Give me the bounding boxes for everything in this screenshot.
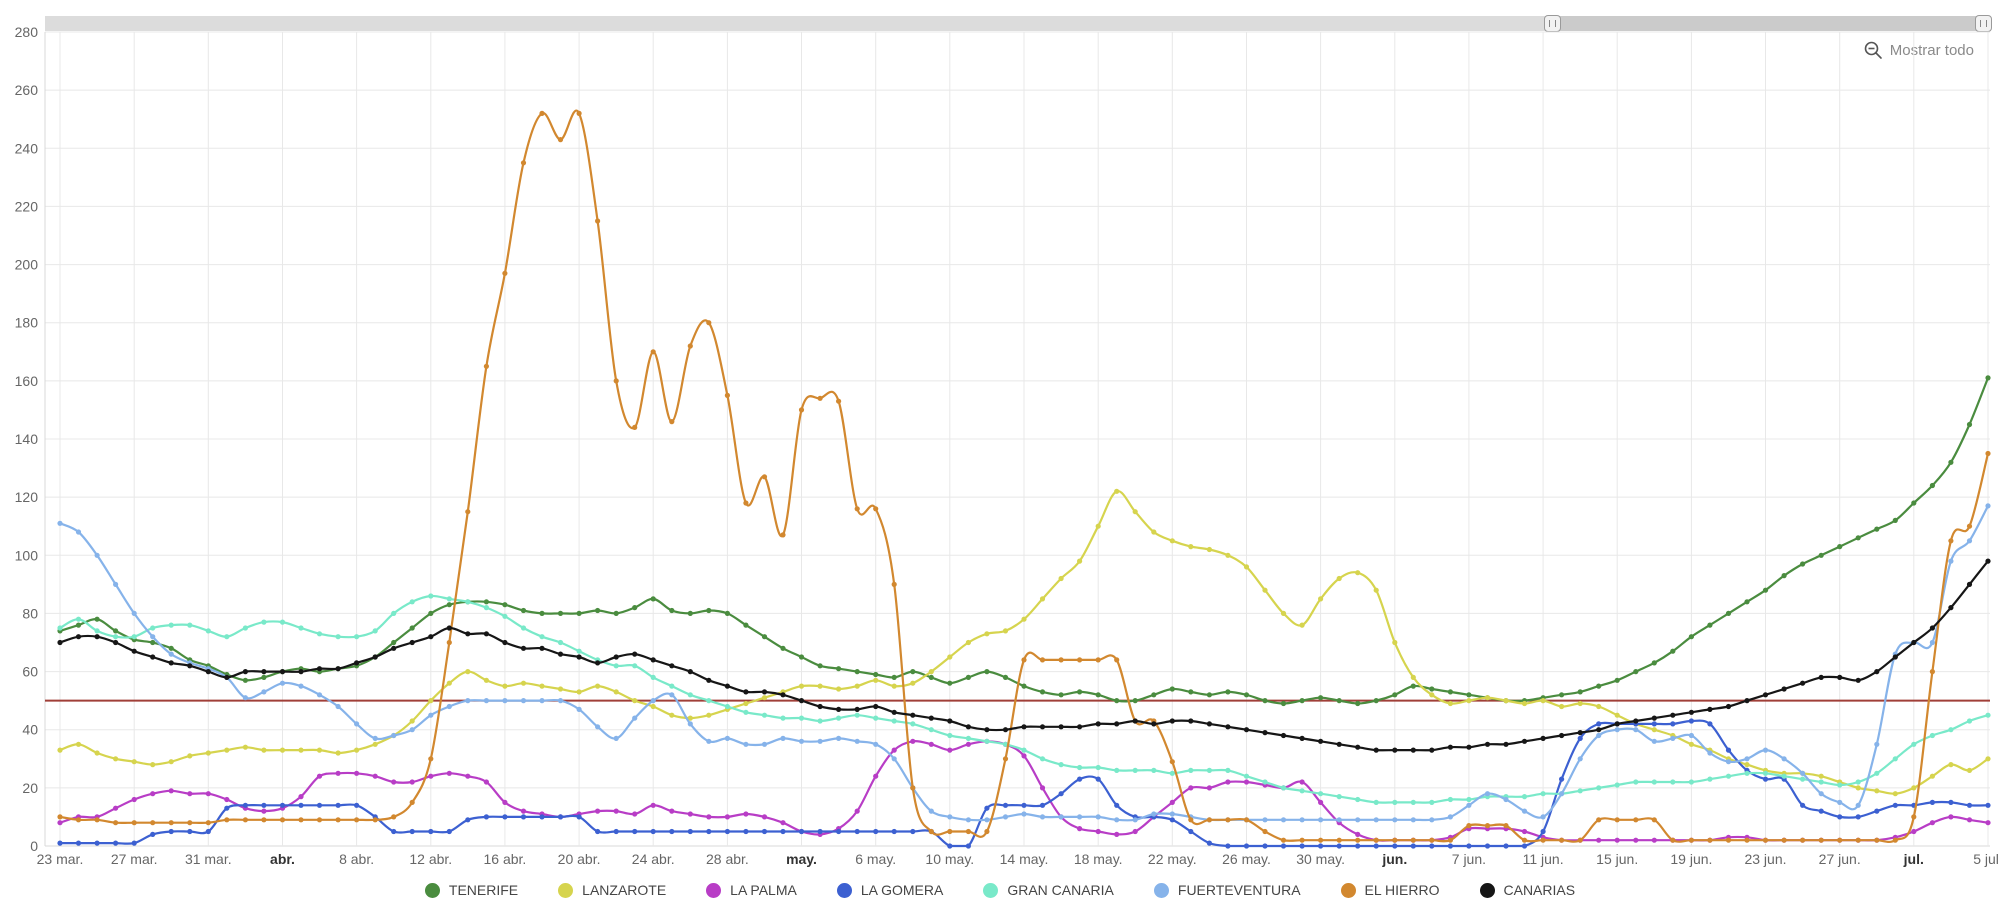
svg-text:20 abr.: 20 abr.	[558, 851, 601, 867]
svg-text:31 mar.: 31 mar.	[185, 851, 232, 867]
legend-dot	[836, 882, 852, 898]
line-chart-plot[interactable]: 0 20 40 60 80 100 120 140 160 180 200 220 240 260 280 2…	[0, 0, 2000, 878]
svg-text:120: 120	[15, 489, 39, 505]
svg-text:10 may.: 10 may.	[925, 851, 974, 867]
x-axis-labels: 23 mar. 27 mar. 31 mar. abr. 8 abr. 12 abr. 16…	[37, 851, 2000, 867]
legend-label: LA PALMA	[730, 882, 797, 898]
svg-text:24 abr.: 24 abr.	[632, 851, 675, 867]
svg-text:26 may.: 26 may.	[1222, 851, 1271, 867]
svg-text:12 abr.: 12 abr.	[409, 851, 452, 867]
legend-label: FUERTEVENTURA	[1177, 882, 1301, 898]
svg-text:180: 180	[15, 315, 39, 331]
svg-text:22 may.: 22 may.	[1148, 851, 1197, 867]
legend-item-fuerteventura[interactable]: FUERTEVENTURA	[1153, 882, 1301, 898]
legend-dot	[1479, 882, 1495, 898]
svg-text:23 jun.: 23 jun.	[1744, 851, 1786, 867]
svg-text:16 abr.: 16 abr.	[483, 851, 526, 867]
svg-text:7 jun.: 7 jun.	[1452, 851, 1486, 867]
svg-text:27 mar.: 27 mar.	[111, 851, 158, 867]
legend-label: GRAN CANARIA	[1007, 882, 1114, 898]
show-all-label: Mostrar todo	[1889, 41, 1974, 59]
svg-text:6 may.: 6 may.	[855, 851, 896, 867]
svg-text:220: 220	[15, 198, 39, 214]
svg-text:11 jun.: 11 jun.	[1523, 851, 1564, 867]
grid	[44, 31, 1990, 847]
scrollbar-thumb[interactable]	[1544, 15, 1992, 32]
svg-text:60: 60	[22, 664, 38, 680]
svg-text:18 may.: 18 may.	[1074, 851, 1123, 867]
legend-item-tenerife[interactable]: TENERIFE	[424, 882, 519, 898]
svg-text:19 jun.: 19 jun.	[1670, 851, 1712, 867]
svg-text:28 abr.: 28 abr.	[706, 851, 749, 867]
svg-text:15 jun.: 15 jun.	[1596, 851, 1638, 867]
legend-label: EL HIERRO	[1364, 882, 1440, 898]
legend-item-la-palma[interactable]: LA PALMA	[706, 882, 797, 898]
legend-label: CANARIAS	[1503, 882, 1576, 898]
legend-item-canarias[interactable]: CANARIAS	[1479, 882, 1576, 898]
svg-text:0: 0	[30, 838, 38, 854]
legend-dot	[424, 882, 440, 898]
legend-dot	[1153, 882, 1169, 898]
show-all-button[interactable]: Mostrar todo	[1859, 38, 1978, 62]
svg-text:240: 240	[15, 140, 39, 156]
legend-dot	[983, 882, 999, 898]
legend-dot	[558, 882, 574, 898]
svg-text:5 jul.: 5 jul.	[1973, 851, 2000, 867]
legend-item-gran-canaria[interactable]: GRAN CANARIA	[983, 882, 1114, 898]
series-el-hierro[interactable]	[57, 109, 1991, 844]
svg-text:20: 20	[22, 780, 38, 796]
series-fuerteventura[interactable]	[57, 503, 1991, 823]
legend-item-la-gomera[interactable]: LA GOMERA	[836, 882, 944, 898]
svg-text:280: 280	[15, 24, 39, 40]
svg-text:abr.: abr.	[270, 851, 295, 867]
legend-dot	[706, 882, 722, 898]
series-tenerife[interactable]	[57, 375, 1991, 707]
legend-label: LANZAROTE	[582, 882, 667, 898]
svg-text:jun.: jun.	[1381, 851, 1407, 867]
svg-text:30 may.: 30 may.	[1296, 851, 1345, 867]
svg-text:200: 200	[15, 257, 39, 273]
legend-item-el-hierro[interactable]: EL HIERRO	[1340, 882, 1440, 898]
svg-text:80: 80	[22, 605, 38, 621]
svg-text:may.: may.	[786, 851, 817, 867]
legend-label: LA GOMERA	[860, 882, 944, 898]
svg-text:100: 100	[15, 547, 39, 563]
svg-text:14 may.: 14 may.	[1000, 851, 1049, 867]
svg-text:140: 140	[15, 431, 39, 447]
series-la-gomera[interactable]	[57, 718, 1991, 849]
legend-label: TENERIFE	[448, 882, 519, 898]
svg-text:260: 260	[15, 82, 39, 98]
series-canarias[interactable]	[57, 558, 1991, 753]
svg-text:jul.: jul.	[1903, 851, 1924, 867]
series-gran-canaria[interactable]	[57, 593, 1991, 806]
svg-text:40: 40	[22, 722, 38, 738]
legend-item-lanzarote[interactable]: LANZAROTE	[558, 882, 666, 898]
legend-dot	[1340, 882, 1356, 898]
chart-legend: TENERIFE LANZAROTE LA PALMA LA GOMERA GRAN C…	[0, 882, 2000, 898]
svg-text:27 jun.: 27 jun.	[1819, 851, 1861, 867]
svg-text:160: 160	[15, 373, 39, 389]
range-scrollbar[interactable]	[45, 15, 1992, 32]
svg-text:8 abr.: 8 abr.	[339, 851, 374, 867]
zoom-out-icon	[1863, 40, 1883, 60]
svg-text:23 mar.: 23 mar.	[37, 851, 84, 867]
y-axis-labels: 0 20 40 60 80 100 120 140 160 180 200 220 240 260 280	[15, 24, 39, 854]
